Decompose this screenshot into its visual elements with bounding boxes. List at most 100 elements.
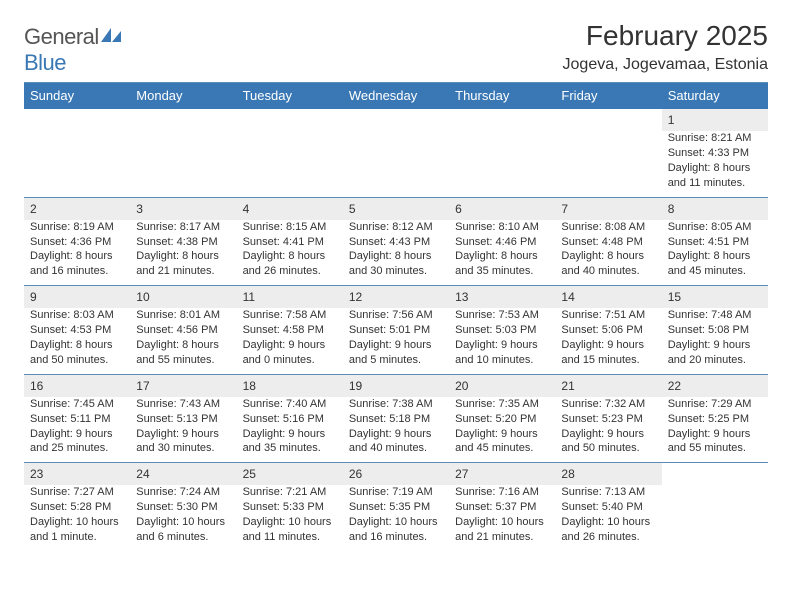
- day-number-row: 2345678: [24, 198, 768, 220]
- day-cell: [343, 131, 449, 197]
- sunrise-text: Sunrise: 7:19 AM: [349, 485, 443, 500]
- sunset-text: Sunset: 5:06 PM: [561, 323, 655, 338]
- daylight-text: and 50 minutes.: [561, 441, 655, 456]
- daylight-text: and 55 minutes.: [668, 441, 762, 456]
- day-number: 13: [449, 286, 555, 308]
- day-cell: [24, 131, 130, 197]
- day-number: 14: [555, 286, 661, 308]
- day-cell: Sunrise: 7:53 AMSunset: 5:03 PMDaylight:…: [449, 308, 555, 374]
- sunset-text: Sunset: 5:23 PM: [561, 412, 655, 427]
- day-cell: [662, 485, 768, 550]
- weekday-header: Monday: [130, 83, 236, 109]
- sunset-text: Sunset: 4:43 PM: [349, 235, 443, 250]
- daylight-text: and 55 minutes.: [136, 353, 230, 368]
- weekday-header: Saturday: [662, 83, 768, 109]
- daylight-text: and 30 minutes.: [349, 264, 443, 279]
- day-cell: Sunrise: 7:45 AMSunset: 5:11 PMDaylight:…: [24, 397, 130, 463]
- logo-text: General Blue: [24, 24, 123, 76]
- day-number: [449, 109, 555, 131]
- daylight-text: Daylight: 8 hours: [136, 249, 230, 264]
- sunset-text: Sunset: 5:30 PM: [136, 500, 230, 515]
- day-body-row: Sunrise: 8:21 AMSunset: 4:33 PMDaylight:…: [24, 131, 768, 197]
- sunset-text: Sunset: 4:51 PM: [668, 235, 762, 250]
- day-cell: Sunrise: 7:51 AMSunset: 5:06 PMDaylight:…: [555, 308, 661, 374]
- day-number: [555, 109, 661, 131]
- sunset-text: Sunset: 5:13 PM: [136, 412, 230, 427]
- daylight-text: and 0 minutes.: [243, 353, 337, 368]
- day-number: 2: [24, 198, 130, 220]
- day-number: [237, 109, 343, 131]
- daylight-text: Daylight: 8 hours: [455, 249, 549, 264]
- day-number-row: 9101112131415: [24, 286, 768, 308]
- sunset-text: Sunset: 4:41 PM: [243, 235, 337, 250]
- day-cell: Sunrise: 8:08 AMSunset: 4:48 PMDaylight:…: [555, 220, 661, 286]
- daylight-text: Daylight: 9 hours: [561, 338, 655, 353]
- sunrise-text: Sunrise: 7:32 AM: [561, 397, 655, 412]
- day-cell: Sunrise: 7:58 AMSunset: 4:58 PMDaylight:…: [237, 308, 343, 374]
- sunset-text: Sunset: 5:01 PM: [349, 323, 443, 338]
- day-number: 3: [130, 198, 236, 220]
- day-body-row: Sunrise: 7:27 AMSunset: 5:28 PMDaylight:…: [24, 485, 768, 550]
- day-body-row: Sunrise: 8:03 AMSunset: 4:53 PMDaylight:…: [24, 308, 768, 374]
- day-number: 16: [24, 375, 130, 397]
- sunrise-text: Sunrise: 8:05 AM: [668, 220, 762, 235]
- day-number: 12: [343, 286, 449, 308]
- sunset-text: Sunset: 5:18 PM: [349, 412, 443, 427]
- sunset-text: Sunset: 4:58 PM: [243, 323, 337, 338]
- day-number-row: 232425262728: [24, 463, 768, 485]
- sunset-text: Sunset: 5:16 PM: [243, 412, 337, 427]
- sunrise-text: Sunrise: 7:58 AM: [243, 308, 337, 323]
- daylight-text: Daylight: 8 hours: [30, 249, 124, 264]
- header: General Blue February 2025 Jogeva, Jogev…: [24, 20, 768, 76]
- sunrise-text: Sunrise: 7:56 AM: [349, 308, 443, 323]
- daylight-text: Daylight: 9 hours: [455, 338, 549, 353]
- sunrise-text: Sunrise: 7:24 AM: [136, 485, 230, 500]
- day-cell: Sunrise: 7:56 AMSunset: 5:01 PMDaylight:…: [343, 308, 449, 374]
- daylight-text: and 26 minutes.: [561, 530, 655, 545]
- day-cell: Sunrise: 8:19 AMSunset: 4:36 PMDaylight:…: [24, 220, 130, 286]
- daylight-text: and 40 minutes.: [349, 441, 443, 456]
- month-title: February 2025: [563, 20, 768, 52]
- sunset-text: Sunset: 5:37 PM: [455, 500, 549, 515]
- sunset-text: Sunset: 4:36 PM: [30, 235, 124, 250]
- day-cell: Sunrise: 7:24 AMSunset: 5:30 PMDaylight:…: [130, 485, 236, 550]
- daylight-text: Daylight: 10 hours: [30, 515, 124, 530]
- day-number: 6: [449, 198, 555, 220]
- day-cell: Sunrise: 8:15 AMSunset: 4:41 PMDaylight:…: [237, 220, 343, 286]
- sunrise-text: Sunrise: 7:38 AM: [349, 397, 443, 412]
- sunrise-text: Sunrise: 7:16 AM: [455, 485, 549, 500]
- daylight-text: and 11 minutes.: [668, 176, 762, 191]
- daylight-text: Daylight: 10 hours: [561, 515, 655, 530]
- sunrise-text: Sunrise: 7:43 AM: [136, 397, 230, 412]
- location: Jogeva, Jogevamaa, Estonia: [563, 56, 768, 74]
- weekday-header: Friday: [555, 83, 661, 109]
- daylight-text: Daylight: 8 hours: [668, 161, 762, 176]
- day-number: 17: [130, 375, 236, 397]
- sunrise-text: Sunrise: 8:21 AM: [668, 131, 762, 146]
- weekday-header: Thursday: [449, 83, 555, 109]
- day-number: [24, 109, 130, 131]
- daylight-text: and 6 minutes.: [136, 530, 230, 545]
- daylight-text: Daylight: 9 hours: [243, 427, 337, 442]
- daylight-text: and 15 minutes.: [561, 353, 655, 368]
- sunset-text: Sunset: 5:40 PM: [561, 500, 655, 515]
- weekday-header: Sunday: [24, 83, 130, 109]
- daylight-text: and 1 minute.: [30, 530, 124, 545]
- daylight-text: and 21 minutes.: [455, 530, 549, 545]
- daylight-text: Daylight: 10 hours: [349, 515, 443, 530]
- day-cell: Sunrise: 7:21 AMSunset: 5:33 PMDaylight:…: [237, 485, 343, 550]
- sunset-text: Sunset: 5:11 PM: [30, 412, 124, 427]
- day-body-row: Sunrise: 8:19 AMSunset: 4:36 PMDaylight:…: [24, 220, 768, 286]
- sunset-text: Sunset: 5:08 PM: [668, 323, 762, 338]
- sunset-text: Sunset: 4:46 PM: [455, 235, 549, 250]
- sunset-text: Sunset: 4:48 PM: [561, 235, 655, 250]
- day-cell: [237, 131, 343, 197]
- calendar-head: Sunday Monday Tuesday Wednesday Thursday…: [24, 83, 768, 109]
- logo: General Blue: [24, 24, 123, 76]
- day-number: 24: [130, 463, 236, 485]
- daylight-text: Daylight: 9 hours: [561, 427, 655, 442]
- daylight-text: and 26 minutes.: [243, 264, 337, 279]
- day-number: 25: [237, 463, 343, 485]
- day-cell: [130, 131, 236, 197]
- sunset-text: Sunset: 5:35 PM: [349, 500, 443, 515]
